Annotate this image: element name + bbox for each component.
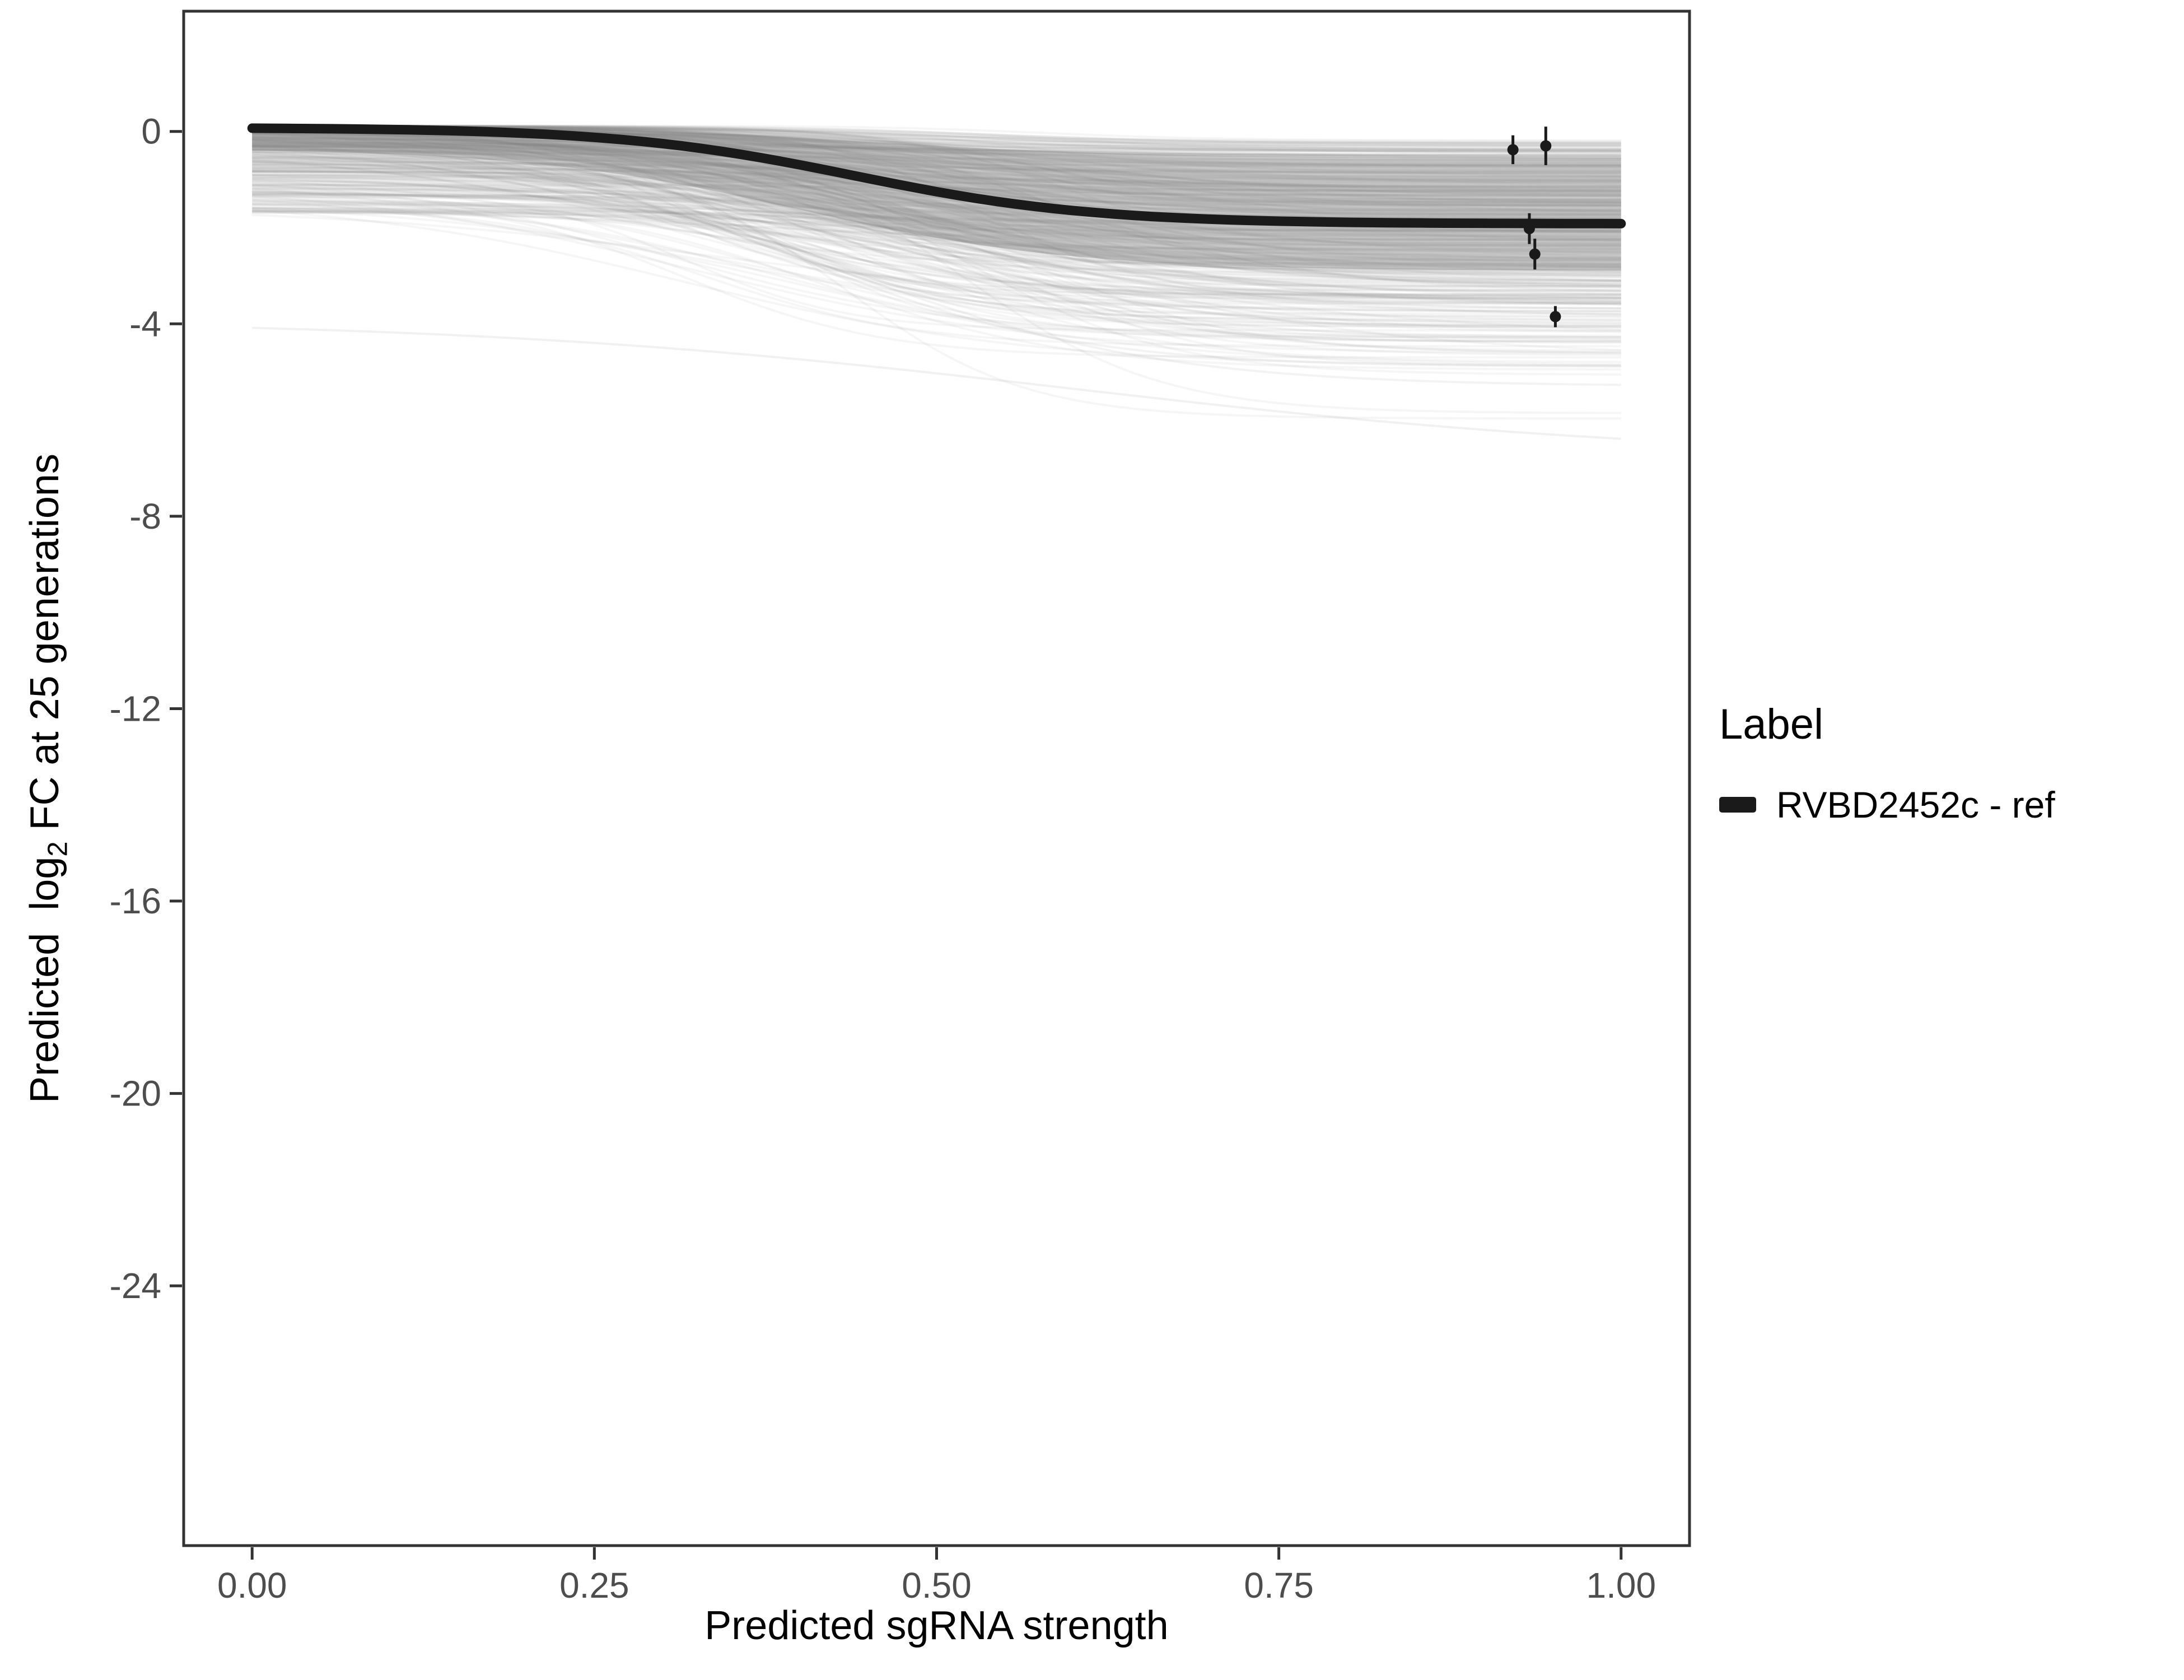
legend-line-swatch	[1719, 797, 1756, 813]
svg-text:-20: -20	[110, 1074, 162, 1114]
x-axis-title: Predicted sgRNA strength	[704, 1603, 1169, 1648]
y-axis-title: Predicted log2 FC at 25 generations	[0, 11, 90, 1546]
posterior-ribbon	[252, 126, 1621, 271]
svg-text:-16: -16	[110, 881, 162, 921]
axes-ticks: 0.00 0.25 0.50 0.75 1.00 0 -4 -8 -12 -16 -20 -24	[110, 111, 1656, 1606]
panel-border	[182, 10, 1691, 1547]
svg-text:0.00: 0.00	[217, 1565, 287, 1606]
y-axis-title-prefix: Predicted log	[22, 856, 67, 1103]
svg-text:0: 0	[141, 111, 161, 152]
svg-text:-24: -24	[110, 1266, 162, 1306]
reference-curve	[247, 123, 1626, 228]
svg-text:-12: -12	[110, 688, 162, 729]
legend-title: Label	[1719, 701, 1823, 748]
y-axis-title-suffix: FC at 25 generations	[22, 454, 67, 842]
posterior-draw-curves	[252, 124, 1621, 440]
svg-text:0.50: 0.50	[902, 1565, 972, 1606]
svg-text:0.75: 0.75	[1244, 1565, 1314, 1606]
legend: Label RVBD2452c - ref	[1719, 700, 2055, 826]
legend-entry: RVBD2452c - ref	[1719, 783, 2055, 826]
y-axis-title-subscript: 2	[43, 841, 73, 857]
legend-entry-label: RVBD2452c - ref	[1776, 784, 2055, 825]
svg-text:-4: -4	[129, 304, 161, 344]
observed-points	[1507, 127, 1561, 328]
svg-text:0.25: 0.25	[559, 1565, 629, 1606]
svg-text:-8: -8	[129, 496, 161, 536]
svg-text:1.00: 1.00	[1586, 1565, 1656, 1606]
